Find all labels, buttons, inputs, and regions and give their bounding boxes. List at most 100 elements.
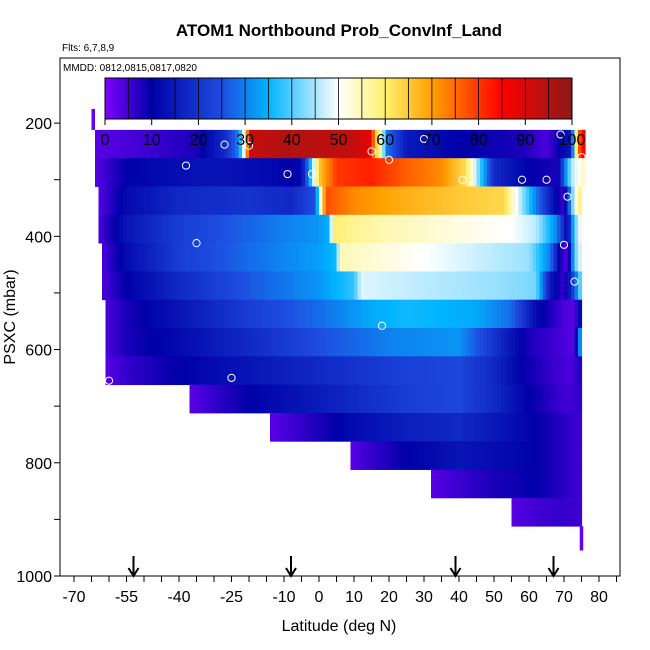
heatmap-cell xyxy=(568,271,572,300)
heatmap-cell xyxy=(484,441,488,470)
colorbar-tick-label: 30 xyxy=(236,132,254,149)
heatmap-cell xyxy=(456,158,460,187)
heatmap-cell xyxy=(354,413,358,442)
heatmap-cell xyxy=(305,215,309,244)
heatmap-cell xyxy=(470,470,474,499)
heatmap-cell xyxy=(449,243,453,272)
heatmap-cell xyxy=(393,187,397,216)
heatmap-cell xyxy=(536,498,540,527)
heatmap-cell xyxy=(109,271,113,300)
heatmap-cell xyxy=(274,158,278,187)
heatmap-cell xyxy=(151,187,155,216)
heatmap-cell xyxy=(515,271,519,300)
heatmap-cell xyxy=(137,130,141,159)
heatmap-cell xyxy=(400,328,404,357)
heatmap-cell xyxy=(557,413,561,442)
heatmap-cell xyxy=(389,356,393,385)
heatmap-cell xyxy=(491,215,495,244)
heatmap-cell xyxy=(232,385,236,414)
heatmap-cell xyxy=(477,356,481,385)
heatmap-cell xyxy=(361,385,365,414)
heatmap-cell xyxy=(396,130,400,159)
heatmap-cell xyxy=(123,130,127,159)
heatmap-cell xyxy=(277,300,281,329)
heatmap-cell xyxy=(270,328,274,357)
heatmap-cell xyxy=(151,271,155,300)
heatmap-cell xyxy=(512,130,516,159)
heatmap-cell xyxy=(109,243,113,272)
heatmap-cell xyxy=(484,356,488,385)
heatmap-cell xyxy=(337,158,341,187)
heatmap-cell xyxy=(375,385,379,414)
heatmap-cell xyxy=(130,215,134,244)
heatmap-cell xyxy=(403,215,407,244)
heatmap-cell xyxy=(337,300,341,329)
heatmap-cell xyxy=(155,243,159,272)
heatmap-cell xyxy=(312,328,316,357)
heatmap-cell xyxy=(284,215,288,244)
heatmap-cell xyxy=(379,328,383,357)
heatmap-cell xyxy=(302,413,306,442)
heatmap-cell xyxy=(337,187,341,216)
heatmap-cell xyxy=(529,470,533,499)
heatmap-cell xyxy=(400,187,404,216)
heatmap-cell xyxy=(246,187,250,216)
heatmap-cell xyxy=(277,413,281,442)
heatmap-cell xyxy=(260,215,264,244)
heatmap-cell xyxy=(452,441,456,470)
heatmap-cell xyxy=(179,271,183,300)
heatmap-cell xyxy=(372,300,376,329)
heatmap-cell xyxy=(228,187,232,216)
heatmap-cell xyxy=(337,215,341,244)
heatmap-cell xyxy=(242,243,246,272)
heatmap-cell xyxy=(571,441,575,470)
heatmap-cell xyxy=(134,328,138,357)
heatmap-cell xyxy=(214,385,218,414)
heatmap-cell xyxy=(470,413,474,442)
y-axis: 2004006008001000 xyxy=(16,116,60,586)
heatmap-cell xyxy=(102,187,106,216)
heatmap-cell xyxy=(466,441,470,470)
heatmap-cell xyxy=(407,243,411,272)
heatmap-cell xyxy=(501,130,505,159)
heatmap-cell xyxy=(536,470,540,499)
heatmap-cell xyxy=(417,271,421,300)
heatmap-cell xyxy=(106,158,110,187)
x-tick-label: 50 xyxy=(485,589,503,606)
heatmap-cell xyxy=(431,470,435,499)
heatmap-cell xyxy=(414,158,418,187)
heatmap-cell xyxy=(305,328,309,357)
x-axis-label: Latitude (deg N) xyxy=(282,618,397,635)
heatmap-cell xyxy=(571,413,575,442)
heatmap-cell xyxy=(389,328,393,357)
heatmap-cell xyxy=(207,243,211,272)
heatmap-cell xyxy=(463,385,467,414)
heatmap-cell xyxy=(564,271,568,300)
heatmap-cell xyxy=(477,413,481,442)
heatmap-cell xyxy=(141,300,145,329)
heatmap-cell xyxy=(218,271,222,300)
heatmap-cell xyxy=(424,356,428,385)
heatmap-cell xyxy=(291,413,295,442)
heatmap-cell xyxy=(169,243,173,272)
heatmap-cell xyxy=(529,498,533,527)
heatmap-cell xyxy=(435,300,439,329)
heatmap-cell xyxy=(456,328,460,357)
heatmap-cell xyxy=(442,243,446,272)
heatmap-cell xyxy=(323,187,327,216)
heatmap-cell xyxy=(319,413,323,442)
heatmap-layer xyxy=(106,328,583,357)
heatmap-cell xyxy=(407,187,411,216)
heatmap-cell xyxy=(529,328,533,357)
heatmap-cell xyxy=(505,215,509,244)
heatmap-cell xyxy=(575,328,579,357)
heatmap-cell xyxy=(498,300,502,329)
heatmap-layer xyxy=(106,300,583,329)
heatmap-cell xyxy=(288,385,292,414)
heatmap-cell xyxy=(449,413,453,442)
heatmap-cell xyxy=(155,271,159,300)
heatmap-cell xyxy=(438,271,442,300)
heatmap-cell xyxy=(393,328,397,357)
heatmap-cell xyxy=(452,470,456,499)
heatmap-cell xyxy=(459,130,463,159)
